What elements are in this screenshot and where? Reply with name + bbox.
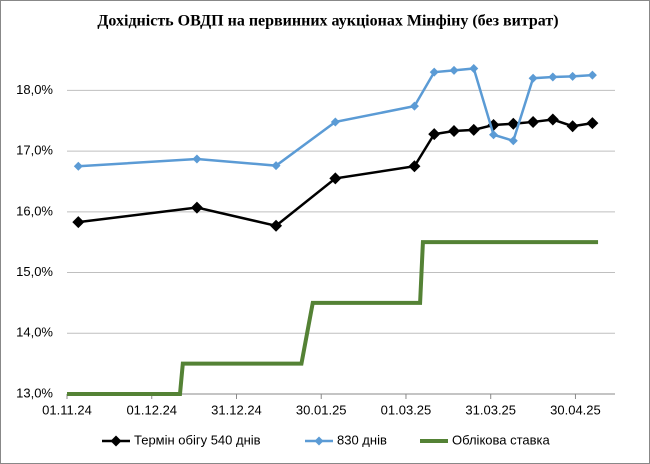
series-line (67, 240, 599, 396)
legend-marker (110, 435, 122, 447)
marker (428, 128, 441, 141)
marker (449, 65, 459, 75)
marker (447, 125, 460, 138)
marker (507, 117, 520, 130)
x-tick-label: 30.04.25 (550, 402, 601, 417)
marker (586, 117, 599, 130)
x-tick-label: 30.01.25 (296, 402, 347, 417)
y-tick-label: 16,0% (16, 203, 53, 218)
marker (528, 73, 538, 83)
marker (508, 136, 518, 146)
marker (527, 115, 540, 128)
marker (330, 117, 340, 127)
marker (271, 161, 281, 171)
y-tick-label: 14,0% (16, 325, 53, 340)
x-tick-label: 01.11.24 (42, 402, 92, 417)
legend-label: Термін обігу 540 днів (134, 432, 261, 447)
marker (548, 72, 558, 82)
marker (429, 67, 439, 77)
marker (408, 160, 421, 173)
legend-marker (314, 436, 324, 446)
marker (73, 161, 83, 171)
marker (192, 154, 202, 164)
x-tick-label: 01.12.24 (126, 402, 177, 417)
marker (587, 70, 597, 80)
y-tick-label: 15,0% (16, 264, 53, 279)
marker (467, 123, 480, 136)
marker (72, 216, 85, 229)
x-tick-label: 01.03.25 (381, 402, 432, 417)
marker (546, 113, 559, 126)
marker (329, 172, 342, 185)
marker (409, 101, 419, 111)
marker (469, 64, 479, 74)
legend-label: 830 днів (337, 432, 387, 447)
marker (568, 71, 578, 81)
x-tick-label: 31.03.25 (465, 402, 516, 417)
y-tick-label: 18,0% (16, 82, 53, 97)
legend-label: Облікова ставка (452, 432, 551, 447)
marker (566, 120, 579, 133)
chart-title: Дохідність ОВДП на первинних аукціонах М… (97, 13, 558, 30)
y-tick-label: 13,0% (16, 385, 53, 400)
marker (190, 201, 203, 214)
y-tick-label: 17,0% (16, 143, 53, 158)
marker (489, 130, 499, 140)
x-tick-label: 31.12.24 (211, 402, 262, 417)
marker (270, 219, 283, 232)
